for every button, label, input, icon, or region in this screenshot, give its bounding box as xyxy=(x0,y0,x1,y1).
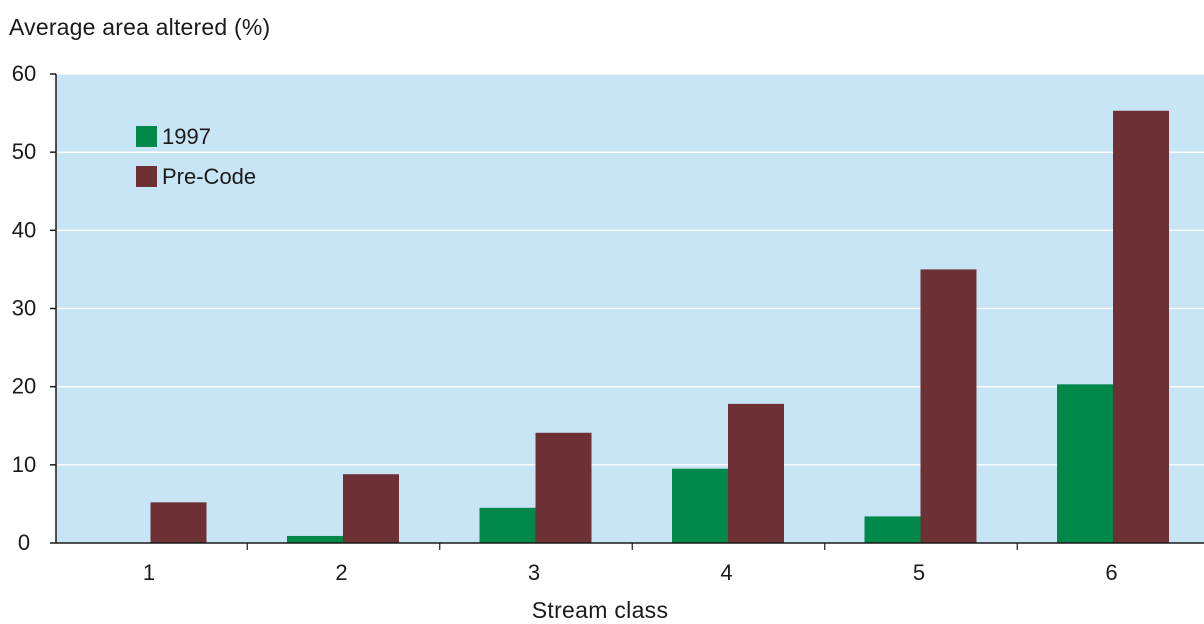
y-tick-label-60: 60 xyxy=(12,61,36,86)
bar-pre-code-class-4 xyxy=(728,403,784,543)
bar-1997-class-6 xyxy=(1057,384,1113,543)
gridlines xyxy=(56,73,1204,466)
legend-label-1997: 1997 xyxy=(162,124,211,149)
y-tick-label-30: 30 xyxy=(12,296,36,321)
bar-pre-code-class-2 xyxy=(343,474,399,543)
x-tick-label-6: 6 xyxy=(1105,560,1117,585)
legend-label-pre-code: Pre-Code xyxy=(162,164,256,189)
x-tick-label-1: 1 xyxy=(143,560,155,585)
y-tick-label-0: 0 xyxy=(18,530,30,555)
y-axis-title: Average area altered (%) xyxy=(9,14,271,40)
legend: 1997 Pre-Code xyxy=(136,124,256,189)
y-tick-label-20: 20 xyxy=(12,374,36,399)
y-tick-label-50: 50 xyxy=(12,139,36,164)
y-tick-label-40: 40 xyxy=(12,217,36,242)
x-tick-label-5: 5 xyxy=(913,560,925,585)
bar-1997-class-4 xyxy=(672,468,728,543)
legend-swatch-pre-code xyxy=(136,166,157,187)
y-tick-label-10: 10 xyxy=(12,452,36,477)
x-tick-label-2: 2 xyxy=(335,560,347,585)
legend-swatch-1997 xyxy=(136,126,157,147)
axes xyxy=(50,73,1204,550)
bar-1997-class-5 xyxy=(864,516,921,543)
bars-group xyxy=(150,110,1169,543)
x-axis-title: Stream class xyxy=(531,597,669,623)
bar-pre-code-class-5 xyxy=(920,269,977,543)
x-tick-labels: 1 2 3 4 5 6 xyxy=(143,560,1118,585)
bar-pre-code-class-1 xyxy=(150,502,207,543)
x-tick-label-4: 4 xyxy=(720,560,732,585)
bar-1997-class-2 xyxy=(287,535,343,543)
x-tick-label-3: 3 xyxy=(528,560,540,585)
y-tick-labels: 0 10 20 30 40 50 60 xyxy=(12,61,36,555)
bar-pre-code-class-3 xyxy=(535,432,592,543)
bar-1997-class-3 xyxy=(479,507,536,543)
bar-pre-code-class-6 xyxy=(1113,110,1169,543)
